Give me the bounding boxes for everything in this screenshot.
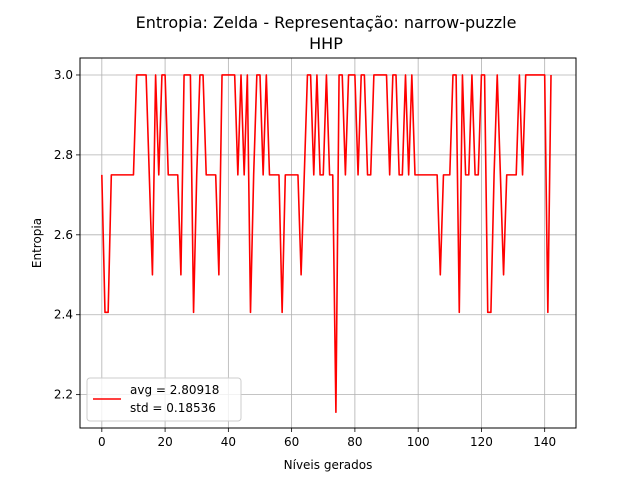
grid (80, 58, 576, 428)
y-axis-ticks: 2.2 2.4 2.6 2.8 3.0 (54, 68, 80, 402)
legend-box (86, 377, 242, 422)
x-tick-label: 20 (157, 435, 172, 449)
y-tick-label: 3.0 (54, 68, 73, 82)
y-axis-label: Entropia (30, 218, 44, 268)
x-tick-label: 60 (284, 435, 299, 449)
legend: avg = 2.80918 std = 0.18536 (86, 377, 242, 422)
chart-subtitle: HHP (309, 34, 343, 53)
x-tick-label: 140 (533, 435, 556, 449)
x-tick-label: 80 (347, 435, 362, 449)
x-tick-label: 0 (98, 435, 106, 449)
x-tick-label: 120 (470, 435, 493, 449)
chart-title: Entropia: Zelda - Representação: narrow-… (136, 13, 517, 32)
y-tick-label: 2.4 (54, 308, 73, 322)
entropy-series-line (101, 74, 552, 414)
y-tick-label: 2.6 (54, 228, 73, 242)
x-tick-label: 100 (407, 435, 430, 449)
y-tick-label: 2.8 (54, 148, 73, 162)
legend-std: std = 0.18536 (130, 401, 216, 415)
x-tick-label: 40 (221, 435, 236, 449)
series-layer (101, 74, 552, 414)
y-tick-label: 2.2 (54, 388, 73, 402)
plot-frame (79, 57, 577, 429)
x-axis-ticks: 0 20 40 60 80 100 120 140 (98, 428, 556, 449)
x-axis-label: Níveis gerados (284, 458, 373, 472)
legend-avg: avg = 2.80918 (130, 383, 219, 397)
